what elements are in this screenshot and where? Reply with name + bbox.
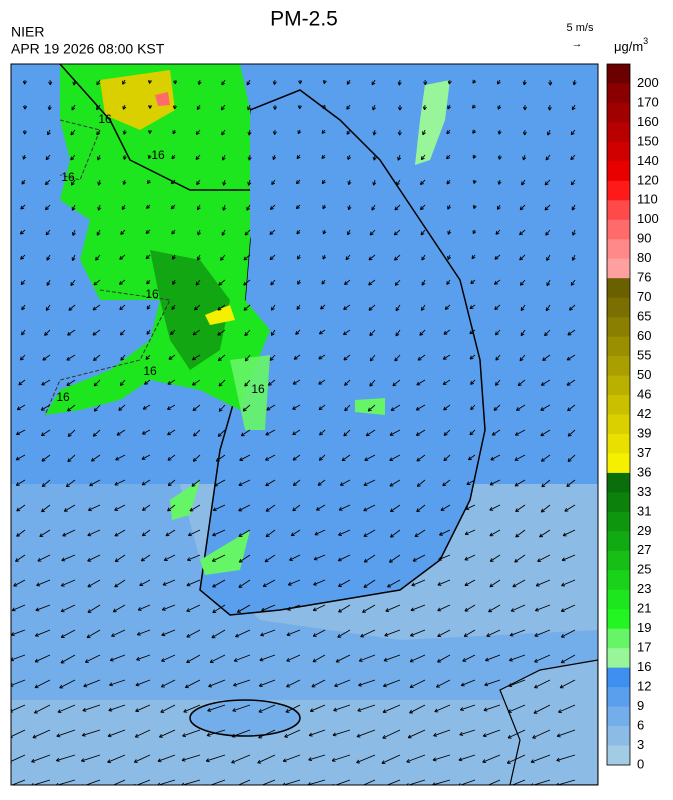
colorbar-tick-label: 90 xyxy=(637,231,651,246)
unit-exponent: 3 xyxy=(643,36,648,46)
colorbar-tick-label: 36 xyxy=(637,464,651,479)
colorbar-cell xyxy=(607,122,630,142)
colorbar-cell xyxy=(607,83,630,103)
title: PM-2.5 xyxy=(270,8,338,31)
colorbar-cell xyxy=(607,453,630,473)
colorbar-cell xyxy=(607,278,630,298)
colorbar-cell xyxy=(607,570,630,590)
colorbar-tick-label: 29 xyxy=(637,523,651,538)
colorbar-tick-label: 120 xyxy=(637,172,659,187)
colorbar-cell xyxy=(607,492,630,512)
unit: μg/m xyxy=(614,39,643,54)
wind-scale-label: 5 m/s xyxy=(567,22,594,34)
colorbar-tick-label: 65 xyxy=(637,309,651,324)
wind-arrow-head xyxy=(356,786,359,789)
colorbar-cell xyxy=(607,181,630,201)
colorbar-cell xyxy=(607,376,630,396)
colorbar-tick-label: 50 xyxy=(637,367,651,382)
colorbar-tick-label: 170 xyxy=(637,94,659,109)
colorbar-tick-label: 55 xyxy=(637,348,651,363)
colorbar-tick-label: 23 xyxy=(637,581,651,596)
colorbar-cell xyxy=(607,707,630,727)
contour-label: 16 xyxy=(61,170,75,184)
contour-label: 16 xyxy=(98,112,112,126)
colorbar-tick-label: 27 xyxy=(637,542,651,557)
colorbar: 2001701601501401201101009080767065605550… xyxy=(607,64,659,771)
colorbar-tick-label: 3 xyxy=(637,737,644,752)
colorbar-tick-label: 33 xyxy=(637,484,651,499)
colorbar-cell xyxy=(607,473,630,493)
colorbar-tick-label: 160 xyxy=(637,114,659,129)
colorbar-cell xyxy=(607,356,630,376)
colorbar-tick-label: 0 xyxy=(637,756,644,771)
colorbar-tick-label: 21 xyxy=(637,601,651,616)
contour-label: 16 xyxy=(143,364,157,378)
colorbar-cell xyxy=(607,239,630,259)
colorbar-cell xyxy=(607,259,630,279)
colorbar-cell xyxy=(607,337,630,357)
map: 16 16 16 16 16 16 16 xyxy=(7,64,598,789)
colorbar-tick-label: 80 xyxy=(637,250,651,265)
colorbar-tick-label: 140 xyxy=(637,153,659,168)
timestamp: APR 19 2026 08:00 KST xyxy=(11,41,165,57)
colorbar-tick-label: 100 xyxy=(637,211,659,226)
wind-scale-arrow: → xyxy=(572,38,583,50)
colorbar-tick-label: 16 xyxy=(637,659,651,674)
colorbar-cell xyxy=(607,220,630,240)
colorbar-cell xyxy=(607,200,630,220)
colorbar-cell xyxy=(607,746,630,766)
colorbar-tick-label: 6 xyxy=(637,717,644,732)
contour-label: 16 xyxy=(251,382,265,396)
colorbar-tick-label: 31 xyxy=(637,503,651,518)
colorbar-cell xyxy=(607,687,630,707)
colorbar-cell xyxy=(607,434,630,454)
land-jeju xyxy=(190,700,300,736)
colorbar-cell xyxy=(607,726,630,746)
colorbar-tick-label: 60 xyxy=(637,328,651,343)
wind-arrow-head xyxy=(107,785,110,788)
colorbar-cell xyxy=(607,142,630,162)
colorbar-cell xyxy=(607,609,630,629)
colorbar-cell xyxy=(607,298,630,318)
wind-arrow-head xyxy=(380,785,383,788)
colorbar-cell xyxy=(607,531,630,551)
wind-arrow-head xyxy=(482,785,485,788)
wind-arrow-head xyxy=(231,786,234,789)
colorbar-tick-label: 150 xyxy=(637,133,659,148)
colorbar-tick-label: 12 xyxy=(637,679,651,694)
colorbar-tick-label: 37 xyxy=(637,445,651,460)
colorbar-tick-label: 46 xyxy=(637,386,651,401)
colorbar-tick-label: 110 xyxy=(637,192,658,207)
colorbar-tick-label: 70 xyxy=(637,289,651,304)
colorbar-cell xyxy=(607,395,630,415)
contour-label: 16 xyxy=(145,287,159,301)
colorbar-cell xyxy=(607,590,630,610)
colorbar-cell xyxy=(607,103,630,123)
colorbar-tick-label: 42 xyxy=(637,406,651,421)
colorbar-tick-label: 25 xyxy=(637,562,651,577)
colorbar-tick-label: 19 xyxy=(637,620,651,635)
colorbar-tick-label: 9 xyxy=(637,698,644,713)
unit-label: μg/m3 xyxy=(614,36,648,54)
contour-label: 16 xyxy=(151,148,165,162)
colorbar-cell xyxy=(607,551,630,571)
colorbar-cell xyxy=(607,668,630,688)
agency: NIER xyxy=(11,24,44,40)
colorbar-cell xyxy=(607,629,630,649)
colorbar-cell xyxy=(607,64,630,84)
colorbar-cell xyxy=(607,161,630,181)
colorbar-cell xyxy=(607,317,630,337)
colorbar-tick-label: 39 xyxy=(637,425,651,440)
contour-label: 16 xyxy=(56,390,70,404)
wind-arrow-head xyxy=(7,784,10,787)
colorbar-cell xyxy=(607,512,630,532)
colorbar-cell xyxy=(607,648,630,668)
colorbar-tick-label: 200 xyxy=(637,75,659,90)
colorbar-tick-label: 76 xyxy=(637,270,651,285)
colorbar-tick-label: 17 xyxy=(637,640,651,655)
colorbar-cell xyxy=(607,415,630,435)
